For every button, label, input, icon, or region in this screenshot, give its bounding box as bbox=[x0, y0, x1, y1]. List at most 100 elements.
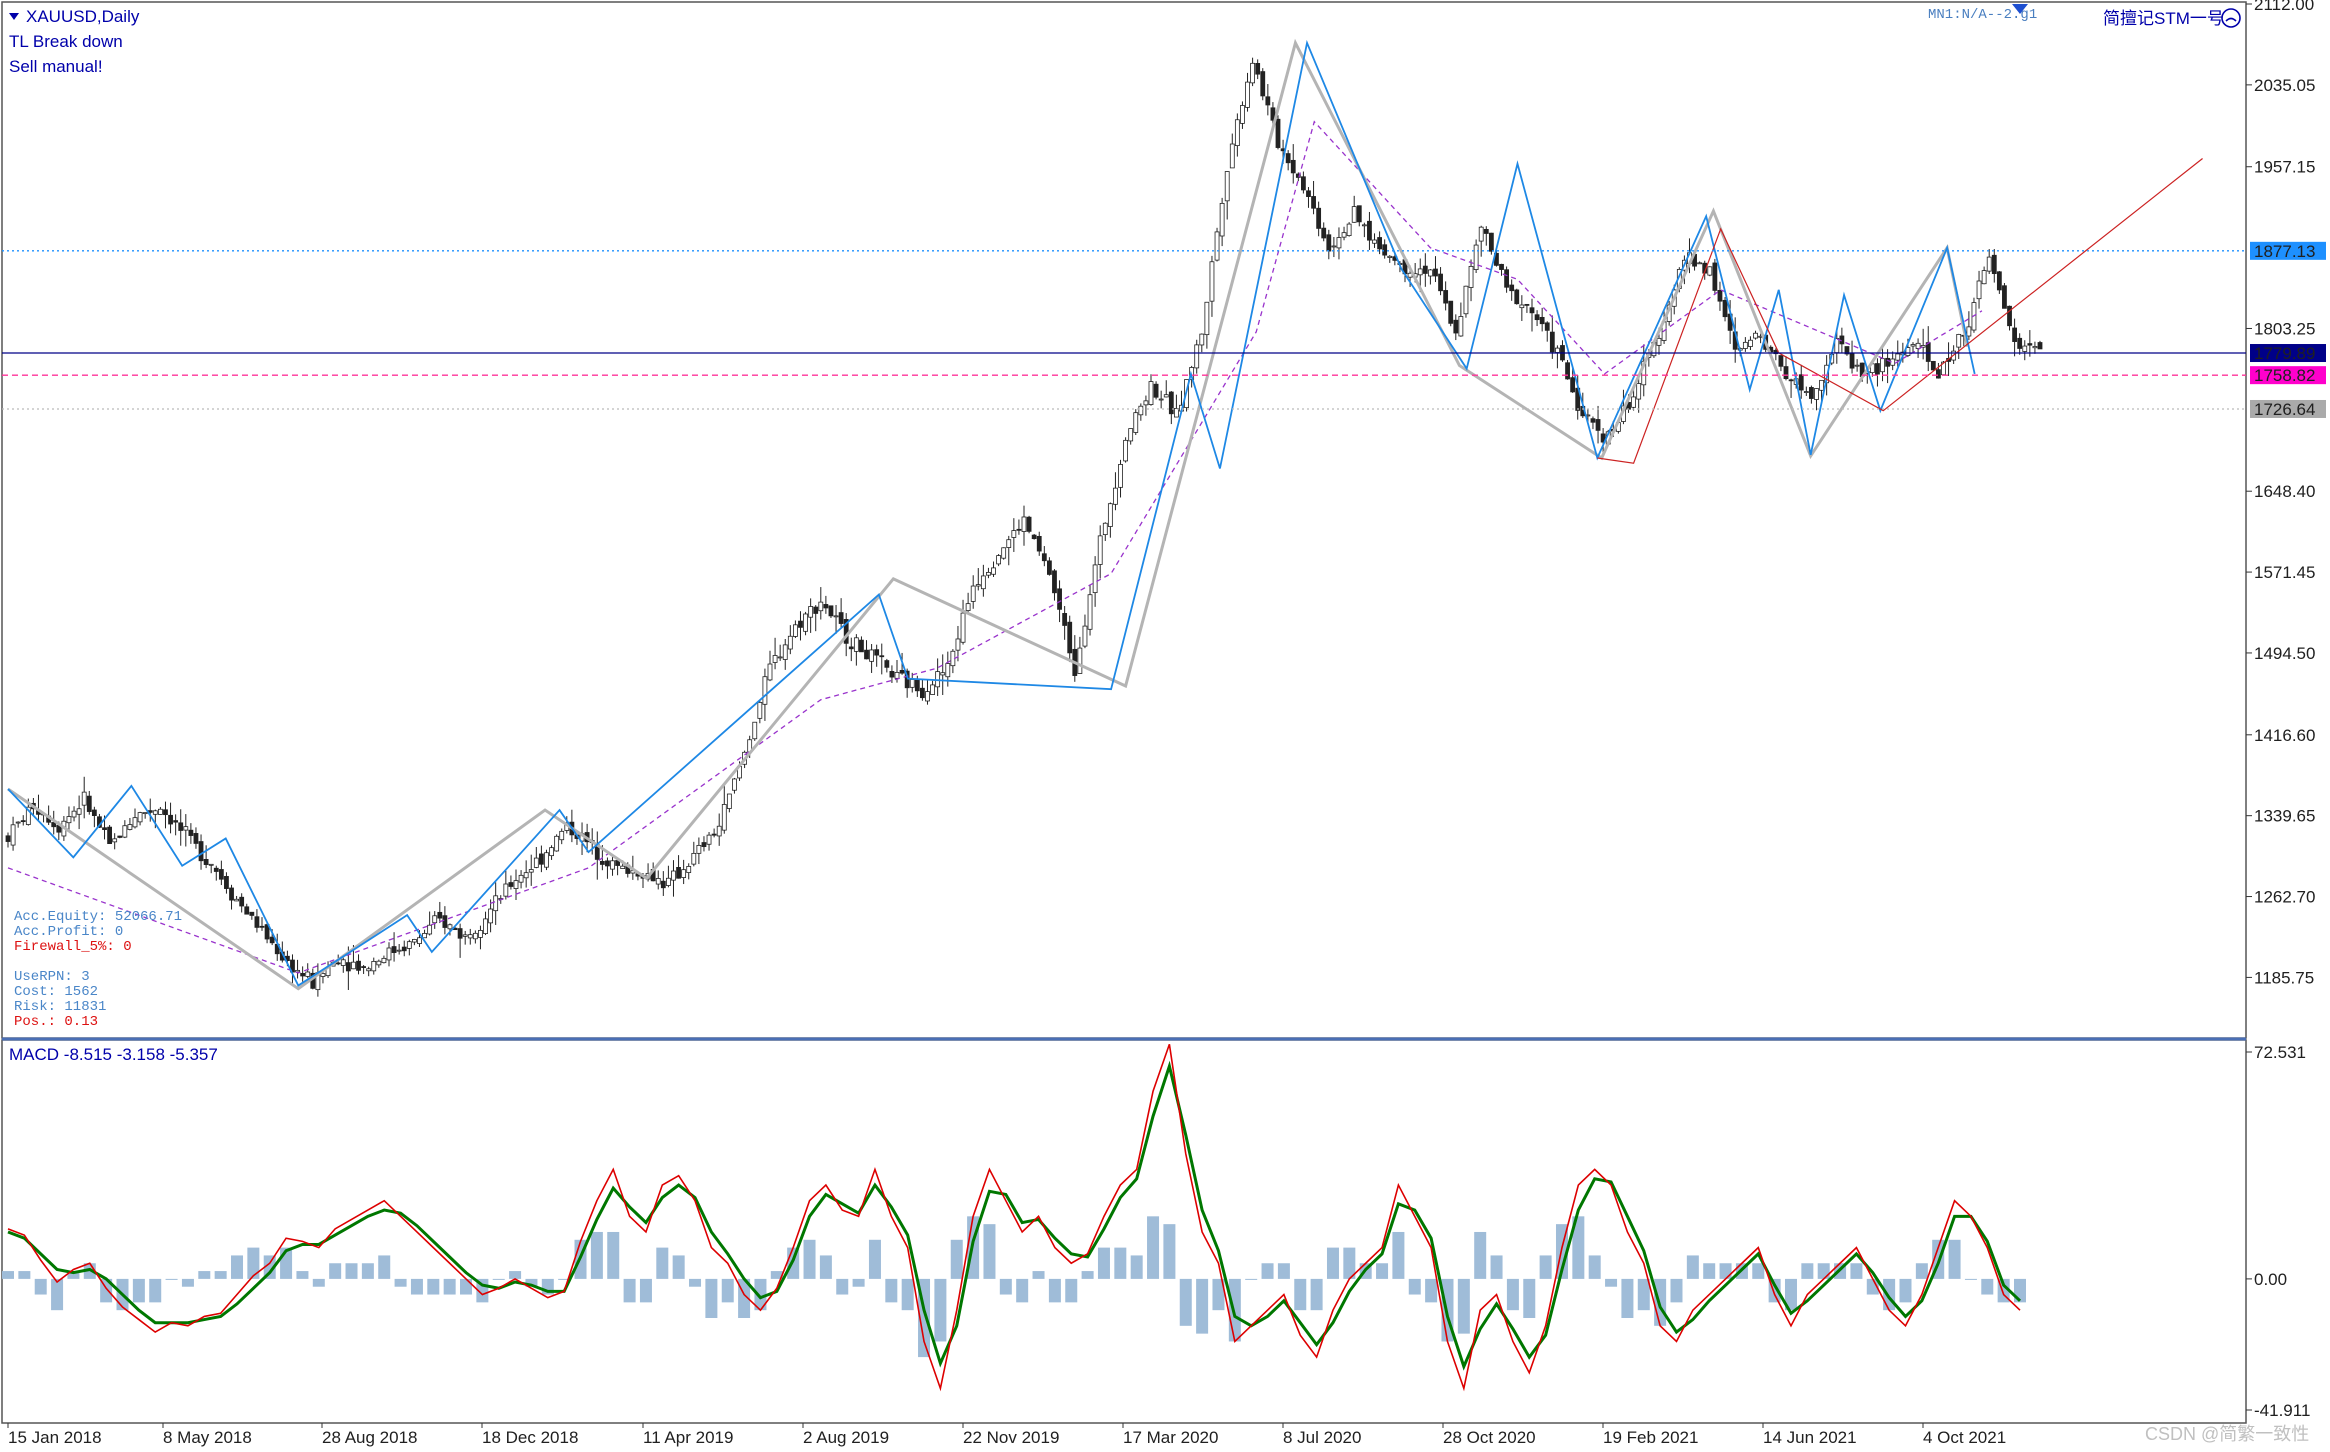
candle-body bbox=[808, 606, 814, 618]
candle-body bbox=[1849, 353, 1855, 369]
candle-body bbox=[1819, 379, 1824, 391]
candle-body bbox=[1534, 314, 1540, 321]
candle-body bbox=[127, 824, 133, 830]
histogram-bar bbox=[312, 1278, 325, 1287]
price-tick-label: 1262.70 bbox=[2254, 888, 2315, 907]
candle-body bbox=[1565, 362, 1570, 380]
candle-body bbox=[1956, 333, 1962, 348]
histogram-bar bbox=[1817, 1263, 1830, 1279]
histogram-bar bbox=[492, 1278, 505, 1280]
histogram-bar bbox=[607, 1231, 620, 1279]
candle-body bbox=[884, 660, 890, 668]
date-tick-label: 15 Jan 2018 bbox=[8, 1428, 102, 1447]
candle-body bbox=[787, 635, 793, 650]
candle-body bbox=[203, 859, 209, 865]
candle-body bbox=[2027, 343, 2033, 346]
histogram-bar bbox=[885, 1278, 898, 1303]
candle-body bbox=[305, 971, 311, 977]
candle-body bbox=[1788, 379, 1794, 382]
candle-body bbox=[1905, 347, 1911, 356]
candle-body bbox=[427, 924, 433, 935]
histogram-bar bbox=[51, 1278, 64, 1311]
candle-body bbox=[1219, 202, 1225, 237]
marker-triangle-icon bbox=[2012, 4, 2028, 14]
candle-body bbox=[173, 820, 179, 823]
histogram-bar bbox=[1277, 1263, 1290, 1279]
candle-body bbox=[1082, 625, 1088, 647]
candle-body bbox=[1996, 271, 2002, 291]
candle-body bbox=[1570, 377, 1576, 393]
histogram-bar bbox=[1670, 1278, 1683, 1303]
userpn-text: UseRPN: 3 bbox=[14, 969, 90, 985]
candle-body bbox=[15, 821, 21, 824]
symbol-label: XAUUSD,Daily bbox=[26, 7, 140, 26]
histogram-bar bbox=[721, 1278, 734, 1303]
candle-body bbox=[1428, 269, 1433, 277]
candle-body bbox=[422, 932, 427, 939]
candle-body bbox=[295, 969, 300, 973]
candle-body bbox=[686, 866, 692, 873]
candle-body bbox=[366, 968, 372, 972]
histogram-bar bbox=[132, 1278, 145, 1303]
candle-body bbox=[1285, 153, 1291, 164]
candle-body bbox=[478, 930, 483, 938]
price-level-box bbox=[2250, 366, 2326, 385]
candle-body bbox=[1930, 360, 1936, 371]
candle-body bbox=[1976, 280, 1982, 300]
candle-body bbox=[1351, 206, 1357, 223]
histogram-bar bbox=[836, 1278, 849, 1295]
smiley-icon[interactable] bbox=[2221, 8, 2241, 28]
histogram-bar bbox=[770, 1271, 783, 1279]
candle-body bbox=[1473, 244, 1479, 270]
candle-body bbox=[859, 639, 864, 653]
candle-body bbox=[442, 915, 448, 928]
candle-body bbox=[655, 878, 661, 885]
candle-body bbox=[1803, 391, 1809, 393]
histogram-bar bbox=[1981, 1278, 1994, 1295]
candle-body bbox=[1783, 366, 1789, 380]
histogram-bar bbox=[247, 1247, 260, 1279]
histogram-bar bbox=[1703, 1263, 1716, 1279]
histogram-bar bbox=[1245, 1278, 1258, 1280]
candle-body bbox=[869, 649, 874, 662]
candle-body bbox=[889, 670, 895, 678]
candle-body bbox=[1722, 299, 1728, 318]
date-tick-label: 8 Jul 2020 bbox=[1283, 1428, 1361, 1447]
date-tick-label: 18 Dec 2018 bbox=[482, 1428, 578, 1447]
candle-body bbox=[777, 656, 783, 659]
candle-body bbox=[2002, 285, 2007, 309]
action-label: Sell manual! bbox=[9, 57, 103, 76]
histogram-bar bbox=[18, 1271, 31, 1279]
candle-body bbox=[335, 962, 341, 965]
histogram-bar bbox=[1212, 1278, 1225, 1311]
candle-body bbox=[1123, 439, 1128, 462]
candle-body bbox=[1092, 564, 1098, 594]
price-tick-label: 1648.40 bbox=[2254, 482, 2315, 501]
candle-body bbox=[721, 804, 727, 831]
candle-body bbox=[1463, 285, 1469, 315]
histogram-bar bbox=[1883, 1278, 1896, 1311]
candle-body bbox=[401, 946, 407, 952]
candle-body bbox=[432, 915, 438, 924]
candle-body bbox=[264, 924, 270, 940]
dropdown-triangle-icon[interactable] bbox=[9, 13, 19, 20]
candle-body bbox=[1011, 530, 1017, 538]
candle-body bbox=[930, 684, 935, 695]
time-axis: 15 Jan 2018 8 May 2018 28 Aug 2018 18 Dec 2… bbox=[7, 1423, 2006, 1447]
candle-body bbox=[1712, 262, 1718, 291]
candle-body bbox=[980, 575, 986, 590]
histogram-bar bbox=[1016, 1278, 1029, 1303]
histogram-bar bbox=[1457, 1278, 1470, 1334]
zigzag-blue-line bbox=[7, 39, 1976, 987]
candle-body bbox=[1438, 273, 1443, 292]
candle-body bbox=[874, 649, 880, 656]
candle-body bbox=[1163, 394, 1169, 398]
price-series bbox=[5, 57, 2043, 997]
candle-body bbox=[1448, 300, 1454, 324]
histogram-bar bbox=[1097, 1247, 1110, 1279]
histogram-bar bbox=[394, 1278, 407, 1287]
price-tick-label: 1494.50 bbox=[2254, 644, 2315, 663]
candle-body bbox=[1047, 560, 1052, 575]
candle-body bbox=[757, 702, 763, 719]
